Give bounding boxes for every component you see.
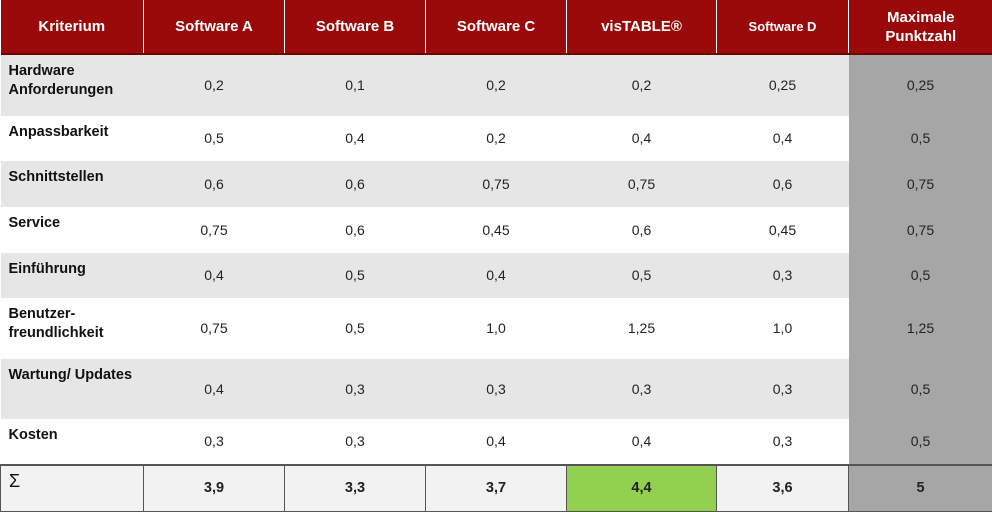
cell-vistable: 0,5 bbox=[567, 253, 717, 298]
cell-max-points: 0,75 bbox=[849, 207, 992, 253]
sum-software-b: 3,3 bbox=[285, 465, 426, 512]
table-row: Hardware Anforderungen 0,2 0,1 0,2 0,2 0… bbox=[1, 54, 992, 116]
table-row: Schnittstellen 0,6 0,6 0,75 0,75 0,6 0,7… bbox=[1, 161, 992, 207]
cell-software-c: 1,0 bbox=[426, 298, 567, 359]
header-kriterium: Kriterium bbox=[1, 0, 144, 54]
cell-software-d: 0,3 bbox=[717, 253, 849, 298]
cell-software-b: 0,3 bbox=[285, 419, 426, 465]
cell-software-b: 0,4 bbox=[285, 116, 426, 161]
cell-vistable: 0,4 bbox=[567, 116, 717, 161]
cell-software-b: 0,6 bbox=[285, 207, 426, 253]
cell-software-a: 0,4 bbox=[144, 253, 285, 298]
cell-max-points: 0,75 bbox=[849, 161, 992, 207]
cell-software-b: 0,3 bbox=[285, 359, 426, 419]
cell-software-c: 0,75 bbox=[426, 161, 567, 207]
cell-vistable: 1,25 bbox=[567, 298, 717, 359]
sum-software-c: 3,7 bbox=[426, 465, 567, 512]
header-software-c: Software C bbox=[426, 0, 567, 54]
cell-software-d: 0,25 bbox=[717, 54, 849, 116]
table-row: Einführung 0,4 0,5 0,4 0,5 0,3 0,5 bbox=[1, 253, 992, 298]
table-row: Benutzer-freundlichkeit 0,75 0,5 1,0 1,2… bbox=[1, 298, 992, 359]
cell-software-d: 0,3 bbox=[717, 419, 849, 465]
cell-vistable: 0,4 bbox=[567, 419, 717, 465]
row-label: Einführung bbox=[1, 253, 144, 298]
cell-software-a: 0,6 bbox=[144, 161, 285, 207]
header-maximale-punktzahl: Maximale Punktzahl bbox=[849, 0, 992, 54]
cell-software-a: 0,2 bbox=[144, 54, 285, 116]
cell-max-points: 0,5 bbox=[849, 419, 992, 465]
cell-software-a: 0,75 bbox=[144, 298, 285, 359]
cell-software-a: 0,4 bbox=[144, 359, 285, 419]
cell-vistable: 0,3 bbox=[567, 359, 717, 419]
cell-software-b: 0,5 bbox=[285, 253, 426, 298]
cell-software-b: 0,6 bbox=[285, 161, 426, 207]
cell-software-c: 0,4 bbox=[426, 253, 567, 298]
table-row: Service 0,75 0,6 0,45 0,6 0,45 0,75 bbox=[1, 207, 992, 253]
cell-software-a: 0,5 bbox=[144, 116, 285, 161]
cell-software-d: 0,4 bbox=[717, 116, 849, 161]
cell-max-points: 0,25 bbox=[849, 54, 992, 116]
cell-software-c: 0,3 bbox=[426, 359, 567, 419]
row-label: Service bbox=[1, 207, 144, 253]
cell-max-points: 0,5 bbox=[849, 253, 992, 298]
cell-max-points: 0,5 bbox=[849, 116, 992, 161]
cell-vistable: 0,2 bbox=[567, 54, 717, 116]
sum-label: Σ bbox=[1, 465, 144, 512]
row-label: Wartung/ Updates bbox=[1, 359, 144, 419]
cell-software-a: 0,3 bbox=[144, 419, 285, 465]
header-software-b: Software B bbox=[285, 0, 426, 54]
cell-software-b: 0,5 bbox=[285, 298, 426, 359]
cell-software-c: 0,4 bbox=[426, 419, 567, 465]
table-row: Anpassbarkeit 0,5 0,4 0,2 0,4 0,4 0,5 bbox=[1, 116, 992, 161]
cell-software-c: 0,2 bbox=[426, 54, 567, 116]
header-vistable: visTABLE® bbox=[567, 0, 717, 54]
sum-max-points: 5 bbox=[849, 465, 992, 512]
cell-software-d: 0,3 bbox=[717, 359, 849, 419]
table-row: Kosten 0,3 0,3 0,4 0,4 0,3 0,5 bbox=[1, 419, 992, 465]
cell-vistable: 0,6 bbox=[567, 207, 717, 253]
header-row: Kriterium Software A Software B Software… bbox=[1, 0, 992, 54]
row-label: Benutzer-freundlichkeit bbox=[1, 298, 144, 359]
header-software-d: Software D bbox=[717, 0, 849, 54]
cell-software-c: 0,45 bbox=[426, 207, 567, 253]
cell-software-a: 0,75 bbox=[144, 207, 285, 253]
cell-max-points: 0,5 bbox=[849, 359, 992, 419]
header-software-a: Software A bbox=[144, 0, 285, 54]
table-row: Wartung/ Updates 0,4 0,3 0,3 0,3 0,3 0,5 bbox=[1, 359, 992, 419]
cell-software-d: 0,45 bbox=[717, 207, 849, 253]
cell-max-points: 1,25 bbox=[849, 298, 992, 359]
cell-software-b: 0,1 bbox=[285, 54, 426, 116]
row-label: Hardware Anforderungen bbox=[1, 54, 144, 116]
row-label: Schnittstellen bbox=[1, 161, 144, 207]
sum-vistable-highlight: 4,4 bbox=[567, 465, 717, 512]
row-label: Anpassbarkeit bbox=[1, 116, 144, 161]
cell-software-d: 0,6 bbox=[717, 161, 849, 207]
sum-software-a: 3,9 bbox=[144, 465, 285, 512]
cell-vistable: 0,75 bbox=[567, 161, 717, 207]
row-label: Kosten bbox=[1, 419, 144, 465]
cell-software-c: 0,2 bbox=[426, 116, 567, 161]
cell-software-d: 1,0 bbox=[717, 298, 849, 359]
sum-software-d: 3,6 bbox=[717, 465, 849, 512]
sum-row: Σ 3,9 3,3 3,7 4,4 3,6 5 bbox=[1, 465, 992, 512]
